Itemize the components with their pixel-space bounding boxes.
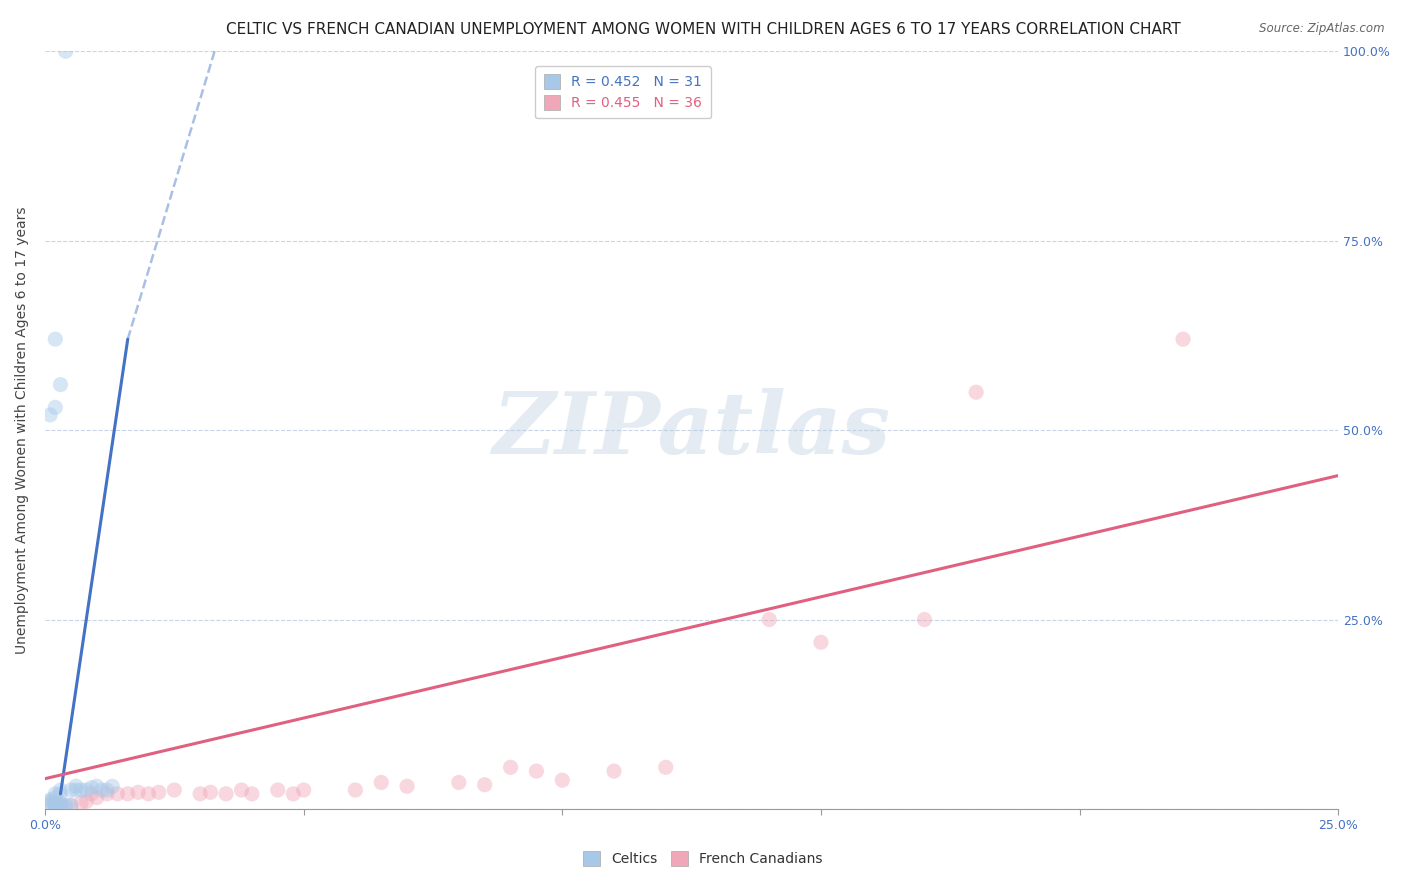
Point <box>148 785 170 799</box>
Point <box>370 775 392 789</box>
Point <box>526 764 548 778</box>
Point <box>80 780 103 795</box>
Point <box>101 779 124 793</box>
Point <box>758 613 780 627</box>
Point <box>44 787 66 801</box>
Point <box>86 779 108 793</box>
Point <box>655 760 678 774</box>
Point <box>39 793 62 807</box>
Point <box>59 798 82 813</box>
Point <box>39 798 62 813</box>
Point <box>55 798 77 813</box>
Point <box>49 377 72 392</box>
Point <box>70 783 93 797</box>
Legend: Celtics, French Canadians: Celtics, French Canadians <box>578 846 828 871</box>
Text: CELTIC VS FRENCH CANADIAN UNEMPLOYMENT AMONG WOMEN WITH CHILDREN AGES 6 TO 17 YE: CELTIC VS FRENCH CANADIAN UNEMPLOYMENT A… <box>225 22 1181 37</box>
Point <box>231 783 253 797</box>
Point <box>59 798 82 813</box>
Point <box>44 797 66 811</box>
Text: ZIPatlas: ZIPatlas <box>492 388 890 472</box>
Point <box>283 787 305 801</box>
Point <box>80 787 103 801</box>
Point <box>344 783 367 797</box>
Y-axis label: Unemployment Among Women with Children Ages 6 to 17 years: Unemployment Among Women with Children A… <box>15 206 30 654</box>
Point <box>138 787 160 801</box>
Point <box>96 787 118 801</box>
Point <box>117 787 139 801</box>
Point <box>55 44 77 58</box>
Point <box>499 760 522 774</box>
Point <box>96 783 118 797</box>
Point <box>49 796 72 810</box>
Point <box>810 635 832 649</box>
Point <box>49 798 72 813</box>
Point <box>44 798 66 813</box>
Point <box>474 778 496 792</box>
Point <box>215 787 238 801</box>
Point <box>39 408 62 422</box>
Point <box>44 401 66 415</box>
Point <box>44 790 66 805</box>
Point <box>75 794 97 808</box>
Point <box>965 385 987 400</box>
Point <box>39 794 62 808</box>
Point <box>86 790 108 805</box>
Point <box>447 775 470 789</box>
Point <box>75 783 97 797</box>
Point <box>65 783 87 797</box>
Point <box>396 779 419 793</box>
Point <box>267 783 290 797</box>
Point <box>59 783 82 797</box>
Point <box>49 787 72 801</box>
Point <box>65 779 87 793</box>
Point <box>1171 332 1194 346</box>
Point <box>240 787 263 801</box>
Point <box>49 798 72 813</box>
Point <box>551 773 574 788</box>
Point <box>105 787 128 801</box>
Point <box>292 783 315 797</box>
Legend: R = 0.452   N = 31, R = 0.455   N = 36: R = 0.452 N = 31, R = 0.455 N = 36 <box>536 66 710 119</box>
Point <box>200 785 222 799</box>
Text: Source: ZipAtlas.com: Source: ZipAtlas.com <box>1260 22 1385 36</box>
Point <box>44 799 66 814</box>
Point <box>90 783 112 797</box>
Point <box>912 613 935 627</box>
Point <box>49 783 72 797</box>
Point <box>127 785 149 799</box>
Point <box>188 787 211 801</box>
Point <box>163 783 186 797</box>
Point <box>44 332 66 346</box>
Point <box>603 764 626 778</box>
Point <box>55 800 77 814</box>
Point <box>70 796 93 810</box>
Point <box>39 796 62 810</box>
